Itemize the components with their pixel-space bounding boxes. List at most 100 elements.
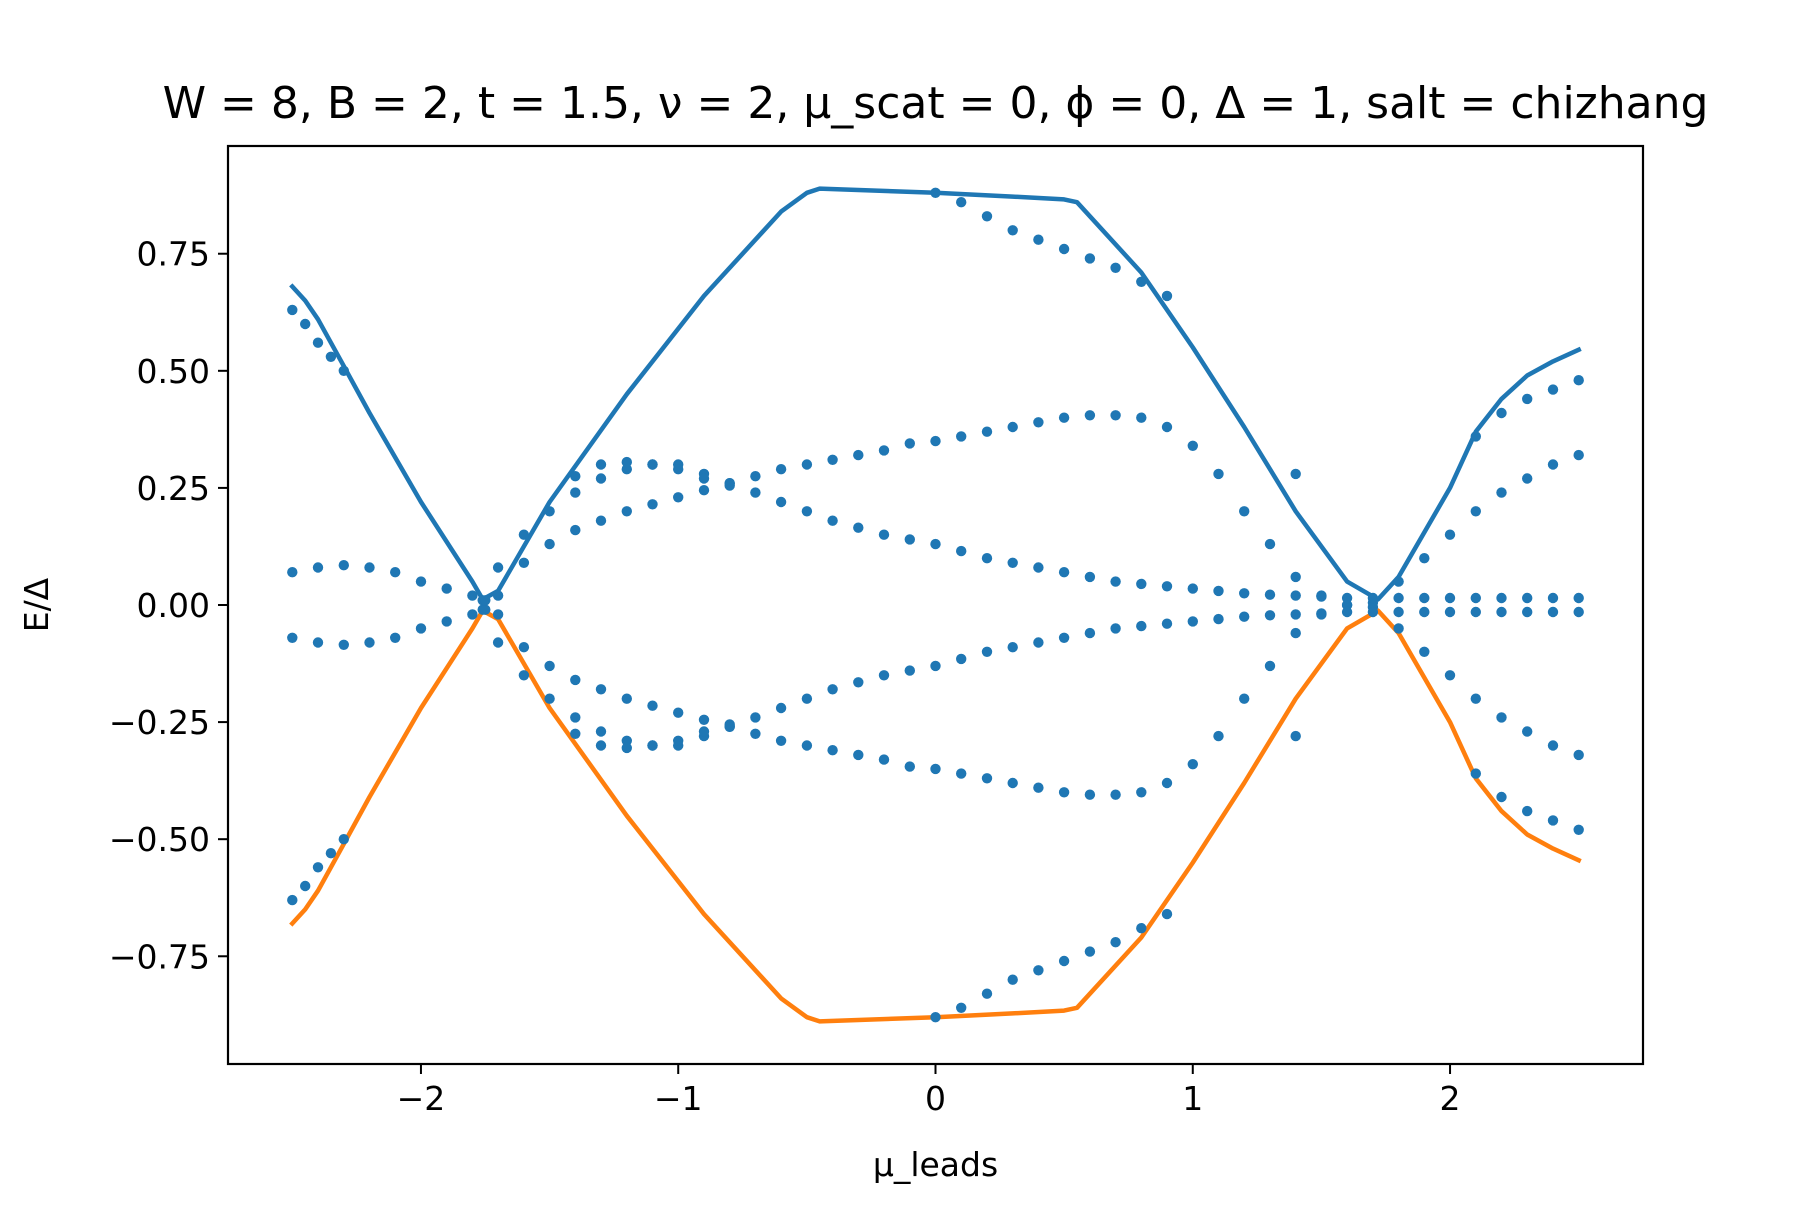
data-point	[827, 745, 838, 756]
data-point	[1419, 592, 1430, 604]
data-point	[492, 590, 504, 601]
data-point	[1522, 473, 1533, 484]
data-point	[1033, 637, 1044, 648]
data-point	[1161, 777, 1173, 789]
data-point	[595, 459, 607, 470]
data-point	[904, 665, 915, 676]
data-point	[1573, 592, 1584, 604]
data-point	[1393, 606, 1404, 618]
data-point	[775, 735, 787, 746]
data-point	[1316, 608, 1327, 619]
data-point	[1161, 908, 1173, 920]
data-point	[1084, 789, 1096, 800]
data-point	[544, 538, 555, 550]
data-point	[441, 616, 452, 627]
data-point	[853, 749, 864, 761]
data-point	[1316, 591, 1327, 602]
data-point	[1161, 290, 1173, 302]
data-point	[1058, 787, 1070, 798]
y-tick-label: 0.75	[137, 235, 210, 274]
data-point	[1444, 670, 1456, 681]
data-point	[981, 988, 993, 999]
data-point	[1393, 592, 1404, 604]
plot-area	[226, 144, 1645, 1066]
data-point	[1573, 375, 1584, 386]
data-point	[570, 674, 581, 686]
data-point	[390, 567, 401, 578]
x-axis-label-text: μ_leads	[873, 1145, 998, 1184]
series-layer	[287, 186, 1584, 1024]
data-point	[570, 487, 581, 498]
data-point	[673, 464, 684, 475]
data-point	[1136, 620, 1147, 632]
data-point	[1187, 583, 1199, 594]
data-point	[1110, 262, 1121, 273]
data-point	[312, 562, 324, 573]
data-point	[698, 473, 710, 484]
data-point	[1496, 487, 1507, 498]
data-point	[287, 632, 298, 643]
data-point	[518, 642, 530, 653]
data-point	[1573, 606, 1584, 618]
data-point	[1058, 955, 1070, 967]
x-tick-label: −1	[654, 1079, 703, 1118]
data-point	[1496, 606, 1507, 618]
data-point	[1213, 585, 1224, 597]
data-point	[981, 553, 993, 564]
data-point	[480, 595, 491, 606]
data-point	[415, 576, 427, 587]
series-0	[289, 186, 1582, 602]
x-axis: −2 −1 0 1 2	[397, 1064, 1461, 1118]
data-point	[1419, 606, 1430, 618]
data-point	[1290, 571, 1301, 583]
data-point	[698, 714, 710, 725]
data-point	[801, 459, 813, 470]
data-point	[1136, 923, 1147, 934]
data-point	[1290, 627, 1301, 639]
data-point	[518, 557, 530, 568]
data-point	[1187, 440, 1199, 451]
plot-frame	[226, 144, 1645, 1066]
data-point	[930, 1012, 941, 1023]
data-point	[325, 351, 337, 362]
data-point	[853, 677, 864, 688]
data-point	[698, 485, 710, 496]
series-2	[287, 560, 1584, 800]
data-point	[1136, 578, 1147, 590]
data-point	[338, 834, 349, 845]
data-point	[1470, 431, 1482, 442]
data-point	[1290, 590, 1301, 601]
data-point	[1496, 592, 1507, 604]
x-tick-label: 0	[925, 1079, 946, 1118]
data-point	[1213, 730, 1224, 742]
data-point	[1547, 384, 1559, 395]
data-point	[1084, 571, 1096, 583]
data-point	[1007, 974, 1018, 985]
series-line	[289, 608, 1582, 1024]
y-tick-label: 0.25	[137, 469, 210, 508]
data-point	[1573, 449, 1584, 461]
data-point	[1393, 576, 1404, 587]
data-point	[1393, 623, 1404, 634]
data-point	[930, 763, 941, 775]
data-point	[801, 693, 813, 704]
data-point	[1213, 468, 1224, 480]
data-point	[1239, 588, 1250, 599]
data-point	[1084, 946, 1096, 957]
data-point	[1007, 225, 1018, 236]
data-point	[364, 637, 375, 648]
series-3	[287, 410, 1584, 650]
data-point	[878, 529, 890, 540]
data-point	[492, 637, 504, 648]
data-point	[621, 456, 632, 468]
data-point	[621, 742, 632, 754]
data-point	[1264, 660, 1276, 672]
data-point	[1496, 407, 1507, 419]
data-point	[1058, 567, 1070, 578]
data-point	[956, 431, 967, 442]
data-point	[480, 604, 491, 615]
data-point	[338, 365, 349, 376]
data-point	[441, 583, 452, 594]
series-6	[570, 187, 1584, 491]
